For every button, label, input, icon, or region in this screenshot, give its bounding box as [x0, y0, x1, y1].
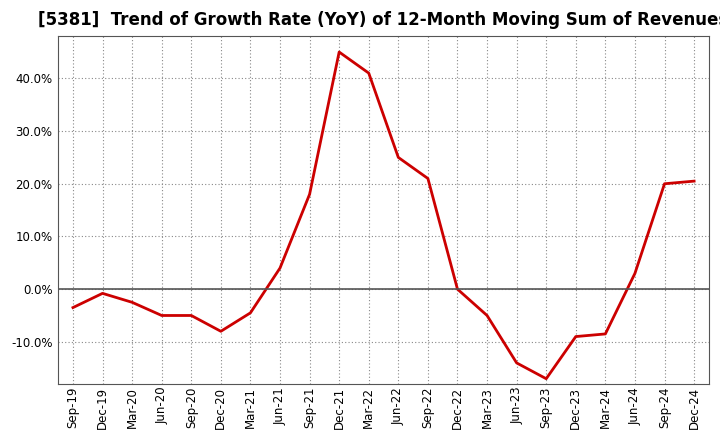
Title: [5381]  Trend of Growth Rate (YoY) of 12-Month Moving Sum of Revenues: [5381] Trend of Growth Rate (YoY) of 12-…	[38, 11, 720, 29]
